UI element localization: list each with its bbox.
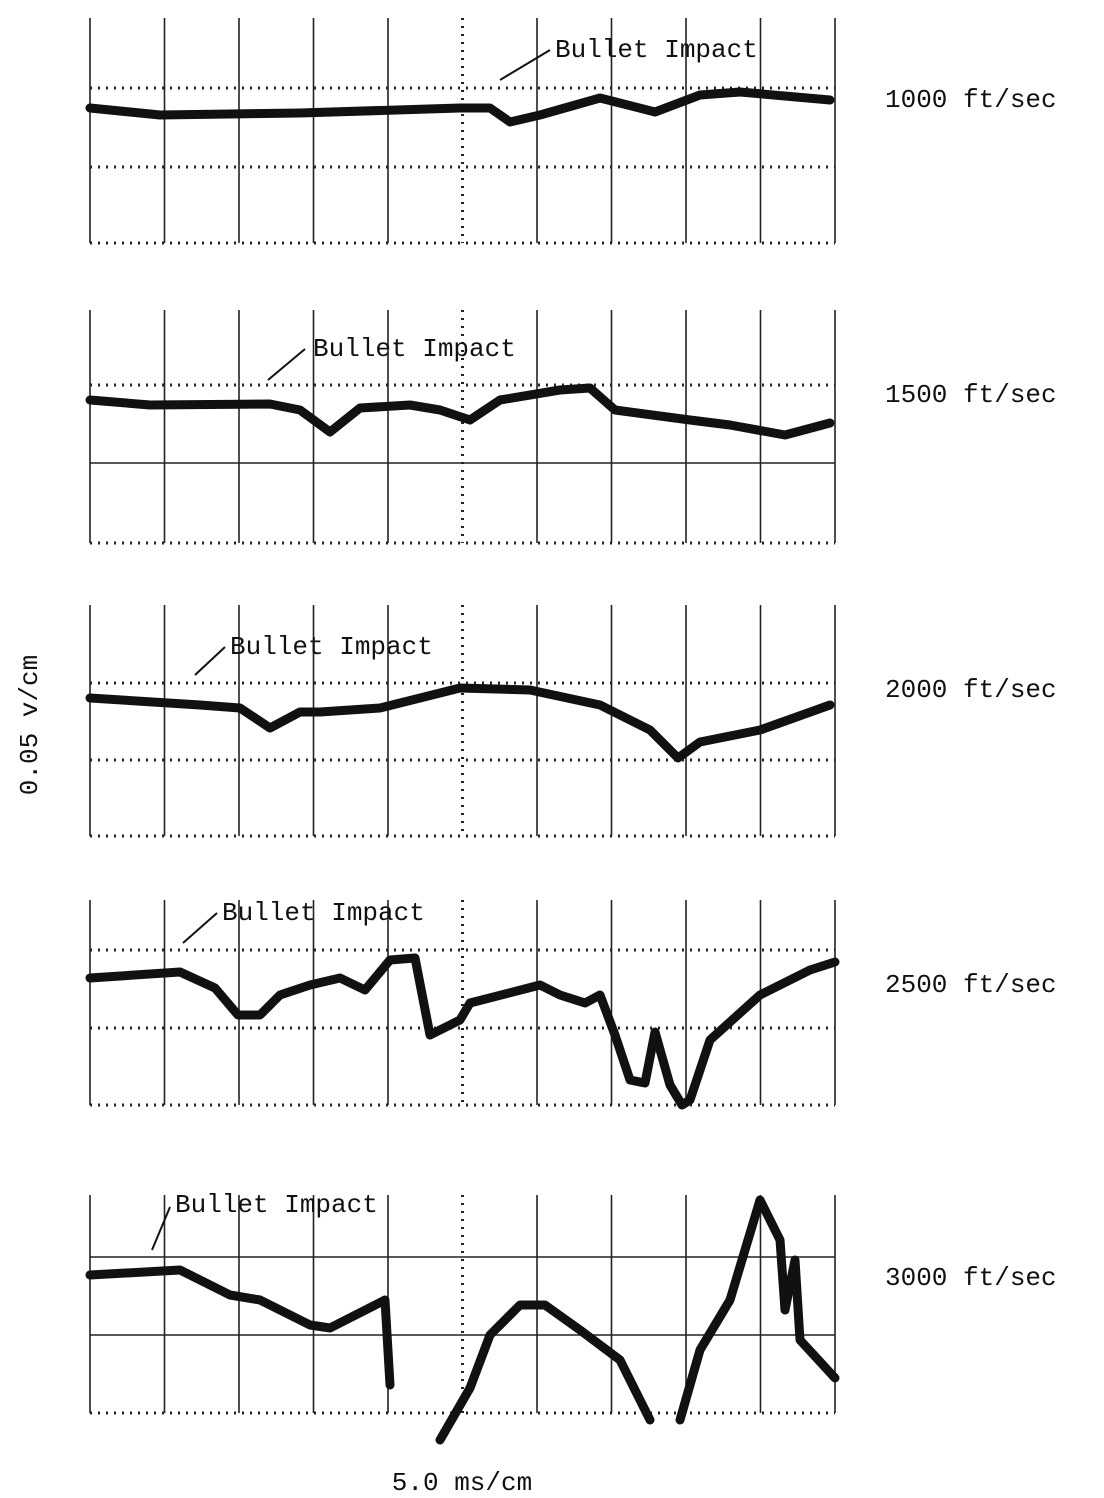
page: 0.05 v/cm 5.0 ms/cm Bullet Impact 1000 ft…	[0, 0, 1104, 1498]
figure: 0.05 v/cm 5.0 ms/cm Bullet Impact 1000 ft…	[0, 0, 1104, 1498]
speed-label: 2000 ft/sec	[885, 675, 1057, 705]
speed-label: 1500 ft/sec	[885, 380, 1057, 410]
annotation-arrow	[152, 1207, 170, 1250]
annotation: Bullet Impact	[175, 1190, 378, 1220]
trace	[90, 388, 830, 435]
annotation-arrow	[183, 913, 217, 943]
annotation-arrow	[268, 349, 305, 380]
annotation-arrow	[195, 647, 225, 675]
trace	[680, 1200, 835, 1420]
trace	[90, 1270, 390, 1385]
y-axis-label: 0.05 v/cm	[15, 655, 45, 795]
annotation: Bullet Impact	[313, 334, 516, 364]
annotation: Bullet Impact	[222, 898, 425, 928]
speed-label: 2500 ft/sec	[885, 970, 1057, 1000]
speed-label: 3000 ft/sec	[885, 1263, 1057, 1293]
annotation-arrow	[500, 50, 550, 80]
speed-label: 1000 ft/sec	[885, 85, 1057, 115]
trace	[90, 92, 830, 122]
annotation: Bullet Impact	[230, 632, 433, 662]
trace	[90, 688, 830, 758]
trace	[440, 1305, 650, 1440]
annotation: Bullet Impact	[555, 35, 758, 65]
x-axis-label: 5.0 ms/cm	[392, 1468, 532, 1498]
